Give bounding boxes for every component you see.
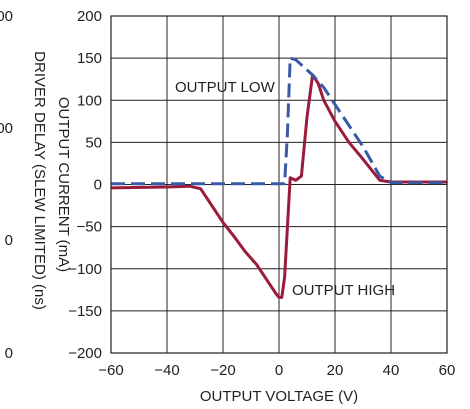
y-tick-label: 0: [94, 177, 102, 194]
secondary-y-tick-label: 0: [5, 345, 13, 362]
x-tick-label: −40: [154, 362, 179, 379]
series-lines: [110, 56, 447, 299]
x-tick-label: 60: [439, 362, 456, 379]
series-output-low: [111, 56, 447, 186]
x-tick-label: 40: [383, 362, 400, 379]
y-tick-labels: −200 −150 −100 −50 0 50 100 150 200: [68, 8, 102, 362]
secondary-y-tick-label: 0: [5, 232, 13, 249]
x-tick-label: 0: [275, 362, 283, 379]
x-tick-label: −20: [210, 362, 235, 379]
y-tick-label: −150: [68, 303, 102, 320]
secondary-y-tick-label: 00: [0, 8, 13, 25]
x-tick-labels: −60 −40 −20 0 20 40 60: [98, 362, 455, 379]
x-tick-label: −60: [98, 362, 123, 379]
y-axis-label: OUTPUT CURRENT (mA): [55, 97, 72, 272]
y-tick-label: −200: [68, 345, 102, 362]
y-tick-label: 100: [77, 92, 102, 109]
y-tick-label: −50: [77, 219, 102, 236]
y-tick-label: 200: [77, 8, 102, 25]
annotation-output-low: OUTPUT LOW: [175, 79, 276, 96]
series-output-high: [110, 73, 447, 299]
secondary-y-tick-label: 00: [0, 120, 13, 137]
x-tick-label: 20: [327, 362, 344, 379]
grid: [110, 15, 448, 354]
plot-frame: [110, 15, 448, 354]
secondary-y-axis-label: DRIVER DELAY (SLEW LIMITED) (ns): [31, 51, 48, 310]
annotation-output-high: OUTPUT HIGH: [292, 282, 395, 299]
x-axis-label: OUTPUT VOLTAGE (V): [200, 388, 358, 405]
y-tick-label: −100: [68, 261, 102, 278]
y-tick-label: 50: [85, 134, 102, 151]
y-tick-label: 150: [77, 50, 102, 67]
